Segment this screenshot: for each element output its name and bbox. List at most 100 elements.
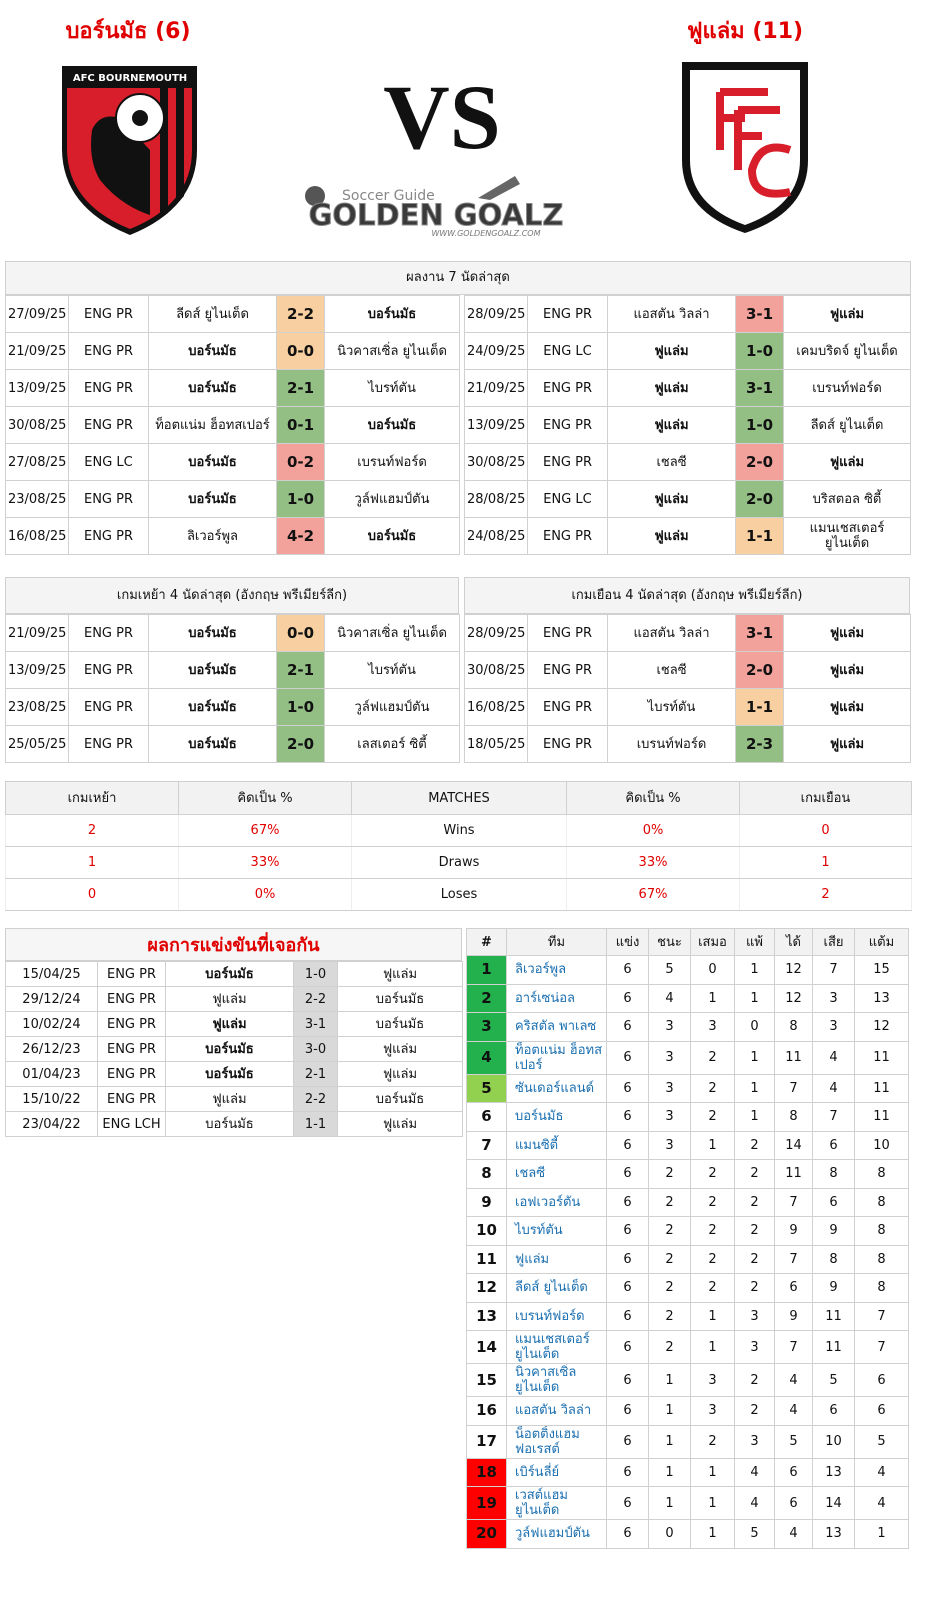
team-link[interactable]: เวสต์แฮม ยูไนเต็ด — [506, 1486, 607, 1520]
stat: 12 — [854, 1012, 909, 1042]
header-cell: เสมอ — [690, 928, 735, 956]
date: 15/04/25 — [5, 961, 98, 987]
standing-row: 12 ลีดส์ ยูไนเต็ด 6 2 2 2 6 9 8 — [466, 1273, 909, 1303]
team-link[interactable]: เชลซี — [506, 1159, 607, 1189]
team-link[interactable]: บอร์นมัธ — [506, 1102, 607, 1132]
home-team: ท็อตแน่ม ฮ็อทสเปอร์ — [148, 406, 277, 444]
team-link[interactable]: อาร์เซน่อล — [506, 983, 607, 1013]
team-link[interactable]: เบิร์นลี่ย์ — [506, 1457, 607, 1487]
match-row: 25/05/25 ENG PR บอร์นมัธ 2-0 เลสเตอร์ ซิตี้ — [5, 725, 460, 763]
away-team: วูล์ฟแฮมป์ตัน — [324, 480, 460, 518]
stat: 2 — [648, 1301, 691, 1331]
home-team: บอร์นมัธ — [165, 1061, 294, 1087]
standing-row: 7 แมนซิตี้ 6 3 1 2 14 6 10 — [466, 1130, 909, 1160]
team-link[interactable]: ท็อตแน่ม ฮ็อทสเปอร์ — [506, 1040, 607, 1075]
h2h-row: 26/12/23 ENG PR บอร์นมัธ 3-0 ฟูแล่ม — [5, 1036, 463, 1062]
h2h-row: 10/02/24 ENG PR ฟูแล่ม 3-1 บอร์นมัธ — [5, 1011, 463, 1037]
stat: 4 — [648, 983, 691, 1013]
home-team: ฟูแล่ม — [165, 986, 294, 1012]
score: 3-1 — [735, 369, 784, 407]
away-team: ฟูแล่ม — [783, 295, 911, 333]
stat: 7 — [774, 1330, 813, 1364]
stat: 12 — [774, 983, 813, 1013]
team-link[interactable]: เบรนท์ฟอร์ด — [506, 1301, 607, 1331]
team-link[interactable]: วูล์ฟแฮมป์ตัน — [506, 1519, 607, 1549]
away-team: แมนเชสเตอร์ ยูไนเต็ด — [783, 517, 911, 555]
stat: 6 — [606, 1012, 649, 1042]
stat: 2 — [690, 1040, 735, 1075]
away-team: บริสตอล ซิตี้ — [783, 480, 911, 518]
match-row: 27/09/25 ENG PR ลีดส์ ยูไนเต็ด 2-2 บอร์นมัธ — [5, 295, 460, 333]
summary: เกมเหย้า คิดเป็น % MATCHES คิดเป็น % เกมเยือ… — [5, 781, 912, 911]
match-row: 28/08/25 ENG LC ฟูแล่ม 2-0 บริสตอล ซิตี้ — [464, 480, 911, 518]
table-body: 28/09/25 ENG PR แอสตัน วิลล่า 3-1 ฟูแล่ม 24/0… — [464, 295, 911, 555]
home-team: ลิเวอร์พูล — [148, 517, 277, 555]
summary-cell: 67% — [566, 878, 740, 911]
stat: 8 — [854, 1273, 909, 1303]
match-row: 16/08/25 ENG PR ลิเวอร์พูล 4-2 บอร์นมัธ — [5, 517, 460, 555]
section-title: เกมเยือน 4 นัดล่าสุด (อังกฤษ พรีเมียร์ลี… — [464, 577, 910, 614]
position: 6 — [466, 1102, 507, 1132]
team-link[interactable]: น็อตติ้งแฮม ฟอเรสต์ — [506, 1424, 607, 1459]
team-link[interactable]: นิวคาสเซิ่ล ยูไนเต็ด — [506, 1363, 607, 1397]
date: 30/08/25 — [5, 406, 69, 444]
score: 1-0 — [276, 688, 325, 726]
stat: 2 — [690, 1216, 735, 1246]
position: 16 — [466, 1396, 507, 1426]
team-link[interactable]: ลีดส์ ยูไนเต็ด — [506, 1273, 607, 1303]
date: 29/12/24 — [5, 986, 98, 1012]
stat: 6 — [606, 955, 649, 985]
header-cell: ชนะ — [648, 928, 691, 956]
table: # ทีม แข่ง ชนะ เสมอ แพ้ ได้ เสีย แต้ม 1 ลิเวอร์พูล… — [466, 928, 909, 1549]
stat: 6 — [606, 1519, 649, 1549]
date: 21/09/25 — [5, 332, 69, 370]
stat: 10 — [854, 1130, 909, 1160]
stat: 4 — [774, 1519, 813, 1549]
header-cell: # — [466, 928, 507, 956]
date: 25/05/25 — [5, 725, 69, 763]
competition: ENG LCH — [97, 1111, 166, 1137]
home-team: แอสตัน วิลล่า — [607, 295, 736, 333]
match-header: บอร์นมัธ (6) ฟูแล่ม (11) AFC BOURNEMOUTH… — [62, 18, 808, 238]
stat: 6 — [606, 1130, 649, 1160]
table: เกมเหย้า คิดเป็น % MATCHES คิดเป็น % เกมเยือ… — [5, 781, 912, 911]
stat: 8 — [812, 1244, 855, 1274]
stat: 1 — [734, 983, 775, 1013]
competition: ENG LC — [527, 480, 608, 518]
position: 5 — [466, 1073, 507, 1103]
team-link[interactable]: เอฟเวอร์ตัน — [506, 1187, 607, 1217]
home-team: เชลซี — [607, 443, 736, 481]
table: 28/09/25 ENG PR แอสตัน วิลล่า 3-1 ฟูแล่ม 24/0… — [464, 295, 911, 555]
stat: 6 — [606, 1424, 649, 1459]
score: 2-0 — [735, 480, 784, 518]
match-row: 13/09/25 ENG PR บอร์นมัธ 2-1 ไบรท์ตัน — [5, 651, 460, 689]
score: 3-1 — [735, 614, 784, 652]
team-link[interactable]: ฟูแล่ม — [506, 1244, 607, 1274]
competition: ENG PR — [97, 1086, 166, 1112]
team-link[interactable]: ลิเวอร์พูล — [506, 955, 607, 985]
match-row: 13/09/25 ENG PR บอร์นมัธ 2-1 ไบรท์ตัน — [5, 369, 460, 407]
team-link[interactable]: แมนเชสเตอร์ ยูไนเต็ด — [506, 1330, 607, 1364]
team-link[interactable]: แมนซิตี้ — [506, 1130, 607, 1160]
competition: ENG PR — [68, 406, 149, 444]
competition: ENG PR — [68, 688, 149, 726]
stat: 2 — [734, 1396, 775, 1426]
team-link[interactable]: แอสตัน วิลล่า — [506, 1396, 607, 1426]
table-body: 28/09/25 ENG PR แอสตัน วิลล่า 3-1 ฟูแล่ม 30/0… — [464, 614, 911, 763]
summary-cell: 0 — [739, 814, 912, 847]
team-link[interactable]: ซันเดอร์แลนด์ — [506, 1073, 607, 1103]
team-link[interactable]: คริสตัล พาเลซ — [506, 1012, 607, 1042]
score: 1-1 — [735, 517, 784, 555]
position: 14 — [466, 1330, 507, 1364]
match-row: 28/09/25 ENG PR แอสตัน วิลล่า 3-1 ฟูแล่ม — [464, 295, 911, 333]
stat: 1 — [690, 983, 735, 1013]
header-cell: MATCHES — [351, 781, 567, 815]
position: 9 — [466, 1187, 507, 1217]
stat: 6 — [774, 1457, 813, 1487]
date: 23/04/22 — [5, 1111, 98, 1137]
team-link[interactable]: ไบรท์ตัน — [506, 1216, 607, 1246]
home-team: ฟูแล่ม — [165, 1086, 294, 1112]
stat: 6 — [774, 1486, 813, 1520]
stat: 8 — [812, 1159, 855, 1189]
header-cell: เกมเยือน — [739, 781, 912, 815]
